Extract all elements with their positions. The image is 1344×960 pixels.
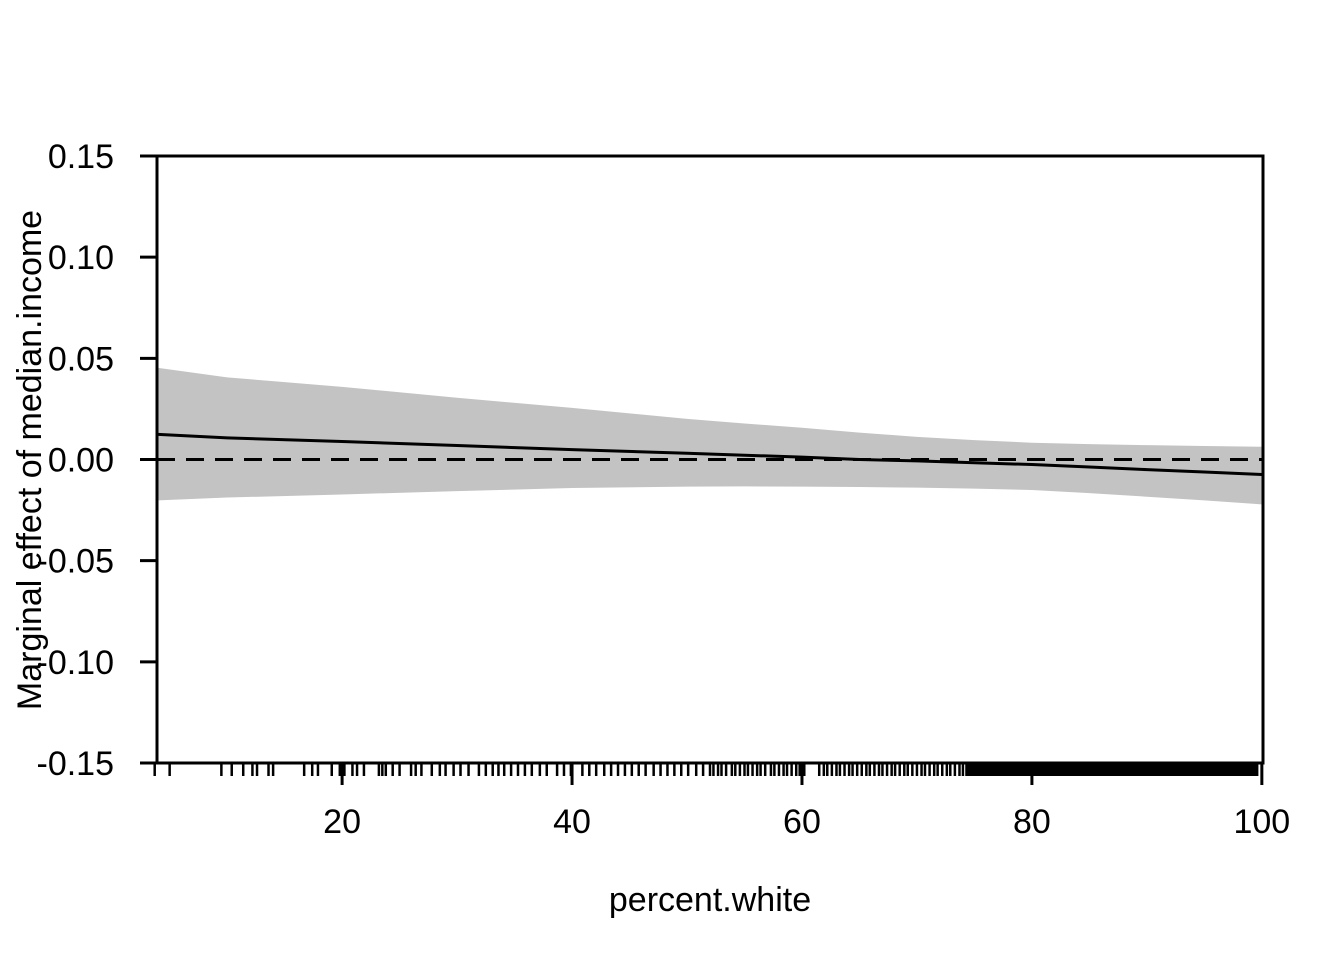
x-tick-label: 20 xyxy=(323,803,361,841)
x-tick-label: 80 xyxy=(1013,803,1051,841)
x-tick-label: 60 xyxy=(783,803,821,841)
y-tick-label: -0.05 xyxy=(37,543,115,581)
y-tick-label: -0.15 xyxy=(37,745,115,783)
x-tick-label: 100 xyxy=(1233,803,1290,841)
y-tick-label: 0.00 xyxy=(48,442,114,480)
x-axis-title: percent.white xyxy=(608,881,812,919)
y-tick-label: 0.05 xyxy=(48,340,114,378)
y-tick-label: 0.15 xyxy=(48,138,114,176)
rug-solid-band xyxy=(965,762,1259,776)
y-axis-title: Marginal effect of median.income xyxy=(11,209,49,711)
y-tick-label: 0.10 xyxy=(48,239,114,277)
x-tick-label: 40 xyxy=(553,803,591,841)
confidence-band xyxy=(158,367,1262,505)
y-tick-label: -0.10 xyxy=(37,644,115,682)
effect-line xyxy=(158,432,1262,476)
